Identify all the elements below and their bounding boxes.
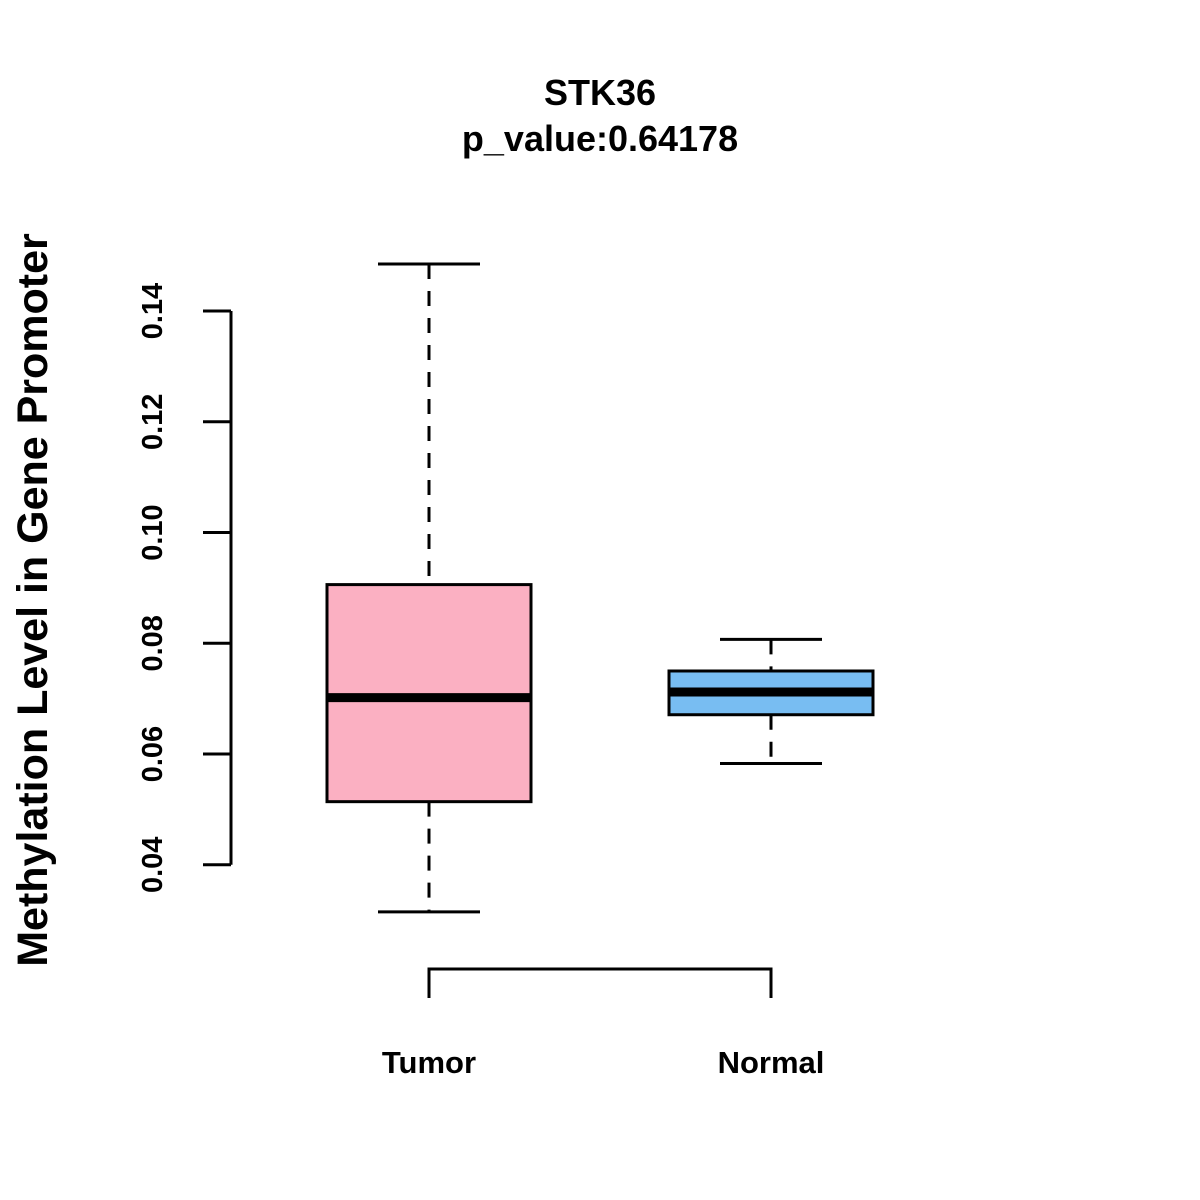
x-axis-bracket	[427, 967, 773, 998]
box-normal	[667, 637, 875, 765]
y-axis-label: Methylation Level in Gene Promoter	[9, 233, 57, 967]
y-tick-label: 0.06	[137, 726, 169, 782]
x-category-label: Tumor	[382, 1045, 476, 1080]
chart-title: STK36	[544, 72, 656, 113]
chart-subtitle: p_value:0.64178	[462, 118, 738, 159]
x-axis: Tumor Normal	[382, 967, 825, 1080]
y-tick-label: 0.08	[137, 615, 169, 671]
box-tumor	[325, 262, 533, 914]
y-tick-label: 0.10	[137, 504, 169, 560]
y-tick-label: 0.04	[137, 837, 169, 893]
box-group	[325, 262, 875, 914]
x-category-label: Normal	[718, 1045, 825, 1080]
y-tick-label: 0.14	[137, 283, 169, 339]
y-tick-label: 0.12	[137, 394, 169, 450]
y-axis: 0.04 0.06 0.08 0.10 0.12 0.14	[137, 283, 233, 893]
